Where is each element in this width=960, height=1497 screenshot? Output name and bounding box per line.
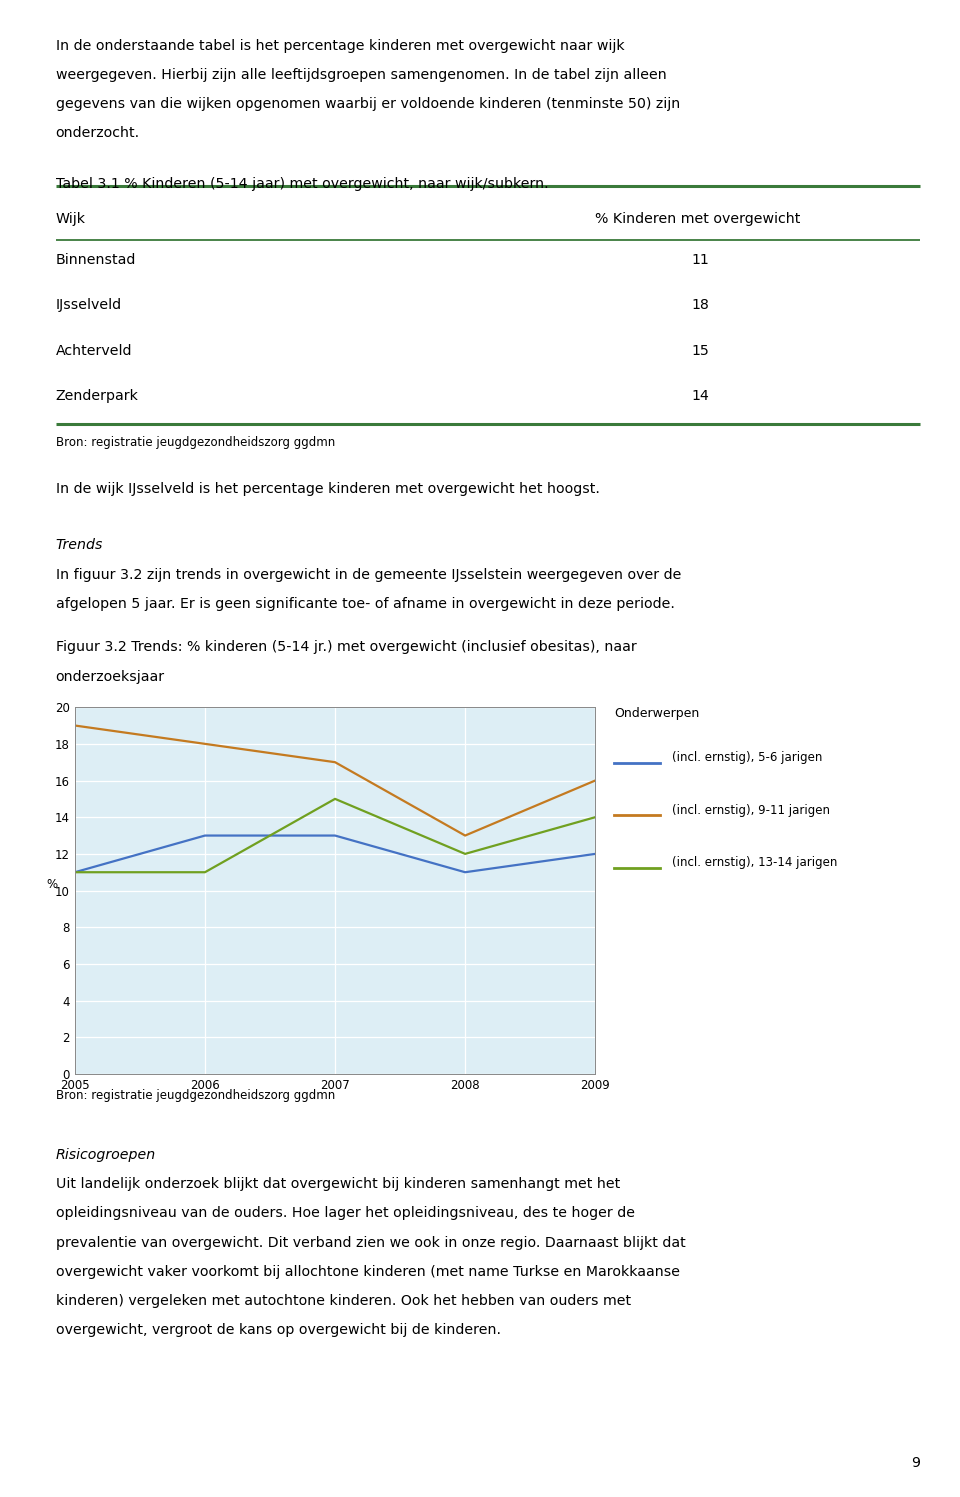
Text: prevalentie van overgewicht. Dit verband zien we ook in onze regio. Daarnaast bl: prevalentie van overgewicht. Dit verband…: [56, 1235, 685, 1250]
Text: Figuur 3.2 Trends: % kinderen (5-14 jr.) met overgewicht (inclusief obesitas), n: Figuur 3.2 Trends: % kinderen (5-14 jr.)…: [56, 641, 636, 654]
Text: kinderen) vergeleken met autochtone kinderen. Ook het hebben van ouders met: kinderen) vergeleken met autochtone kind…: [56, 1293, 631, 1308]
Text: (incl. ernstig), 13-14 jarigen: (incl. ernstig), 13-14 jarigen: [672, 856, 837, 870]
Text: Tabel 3.1 % Kinderen (5-14 jaar) met overgewicht, naar wijk/subkern.: Tabel 3.1 % Kinderen (5-14 jaar) met ove…: [56, 177, 548, 192]
Text: Uit landelijk onderzoek blijkt dat overgewicht bij kinderen samenhangt met het: Uit landelijk onderzoek blijkt dat overg…: [56, 1177, 620, 1192]
Text: % Kinderen met overgewicht: % Kinderen met overgewicht: [595, 213, 801, 226]
Text: onderzocht.: onderzocht.: [56, 126, 140, 141]
Text: Binnenstad: Binnenstad: [56, 253, 136, 266]
Text: 15: 15: [691, 344, 709, 358]
Text: (incl. ernstig), 5-6 jarigen: (incl. ernstig), 5-6 jarigen: [672, 751, 823, 763]
Text: Achterveld: Achterveld: [56, 344, 132, 358]
Text: In de onderstaande tabel is het percentage kinderen met overgewicht naar wijk: In de onderstaande tabel is het percenta…: [56, 39, 624, 52]
Text: Bron: registratie jeugdgezondheidszorg ggdmn: Bron: registratie jeugdgezondheidszorg g…: [56, 436, 335, 449]
Text: Zenderpark: Zenderpark: [56, 389, 138, 403]
Text: gegevens van die wijken opgenomen waarbij er voldoende kinderen (tenminste 50) z: gegevens van die wijken opgenomen waarbi…: [56, 97, 680, 111]
Text: 18: 18: [691, 298, 708, 313]
Text: Bron: registratie jeugdgezondheidszorg ggdmn: Bron: registratie jeugdgezondheidszorg g…: [56, 1088, 335, 1102]
Text: Risicogroepen: Risicogroepen: [56, 1148, 156, 1162]
Text: 11: 11: [691, 253, 708, 266]
Text: Wijk: Wijk: [56, 213, 85, 226]
Text: 9: 9: [911, 1457, 920, 1470]
Text: In figuur 3.2 zijn trends in overgewicht in de gemeente IJsselstein weergegeven : In figuur 3.2 zijn trends in overgewicht…: [56, 567, 681, 582]
Text: weergegeven. Hierbij zijn alle leeftijdsgroepen samengenomen. In de tabel zijn a: weergegeven. Hierbij zijn alle leeftijds…: [56, 67, 666, 82]
Text: Onderwerpen: Onderwerpen: [614, 707, 700, 720]
Text: overgewicht vaker voorkomt bij allochtone kinderen (met name Turkse en Marokkaan: overgewicht vaker voorkomt bij allochton…: [56, 1265, 680, 1278]
Text: Trends: Trends: [56, 539, 103, 552]
Text: afgelopen 5 jaar. Er is geen significante toe- of afname in overgewicht in deze : afgelopen 5 jaar. Er is geen significant…: [56, 597, 675, 611]
Text: overgewicht, vergroot de kans op overgewicht bij de kinderen.: overgewicht, vergroot de kans op overgew…: [56, 1323, 501, 1337]
Text: IJsselveld: IJsselveld: [56, 298, 122, 313]
Y-axis label: %: %: [46, 877, 57, 891]
Text: onderzoeksjaar: onderzoeksjaar: [56, 669, 165, 684]
Text: opleidingsniveau van de ouders. Hoe lager het opleidingsniveau, des te hoger de: opleidingsniveau van de ouders. Hoe lage…: [56, 1207, 635, 1220]
Text: In de wijk IJsselveld is het percentage kinderen met overgewicht het hoogst.: In de wijk IJsselveld is het percentage …: [56, 482, 600, 497]
Text: 14: 14: [691, 389, 709, 403]
Text: (incl. ernstig), 9-11 jarigen: (incl. ernstig), 9-11 jarigen: [672, 804, 830, 816]
